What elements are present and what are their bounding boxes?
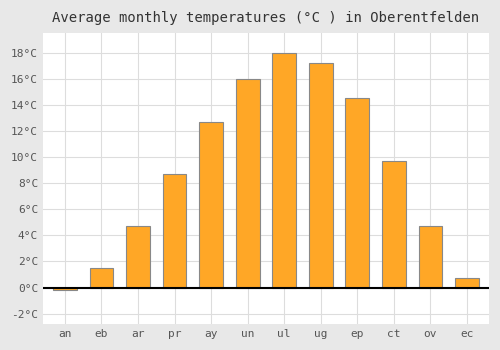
Bar: [199, 122, 223, 287]
Bar: [126, 226, 150, 287]
Bar: [272, 53, 296, 287]
Bar: [309, 63, 332, 287]
Bar: [418, 226, 442, 287]
Bar: [236, 79, 260, 287]
Bar: [90, 268, 114, 287]
Title: Average monthly temperatures (°C ) in Oberentfelden: Average monthly temperatures (°C ) in Ob…: [52, 11, 480, 25]
Bar: [162, 174, 186, 287]
Bar: [382, 161, 406, 287]
Bar: [455, 278, 479, 287]
Bar: [346, 98, 369, 287]
Bar: [53, 287, 77, 290]
